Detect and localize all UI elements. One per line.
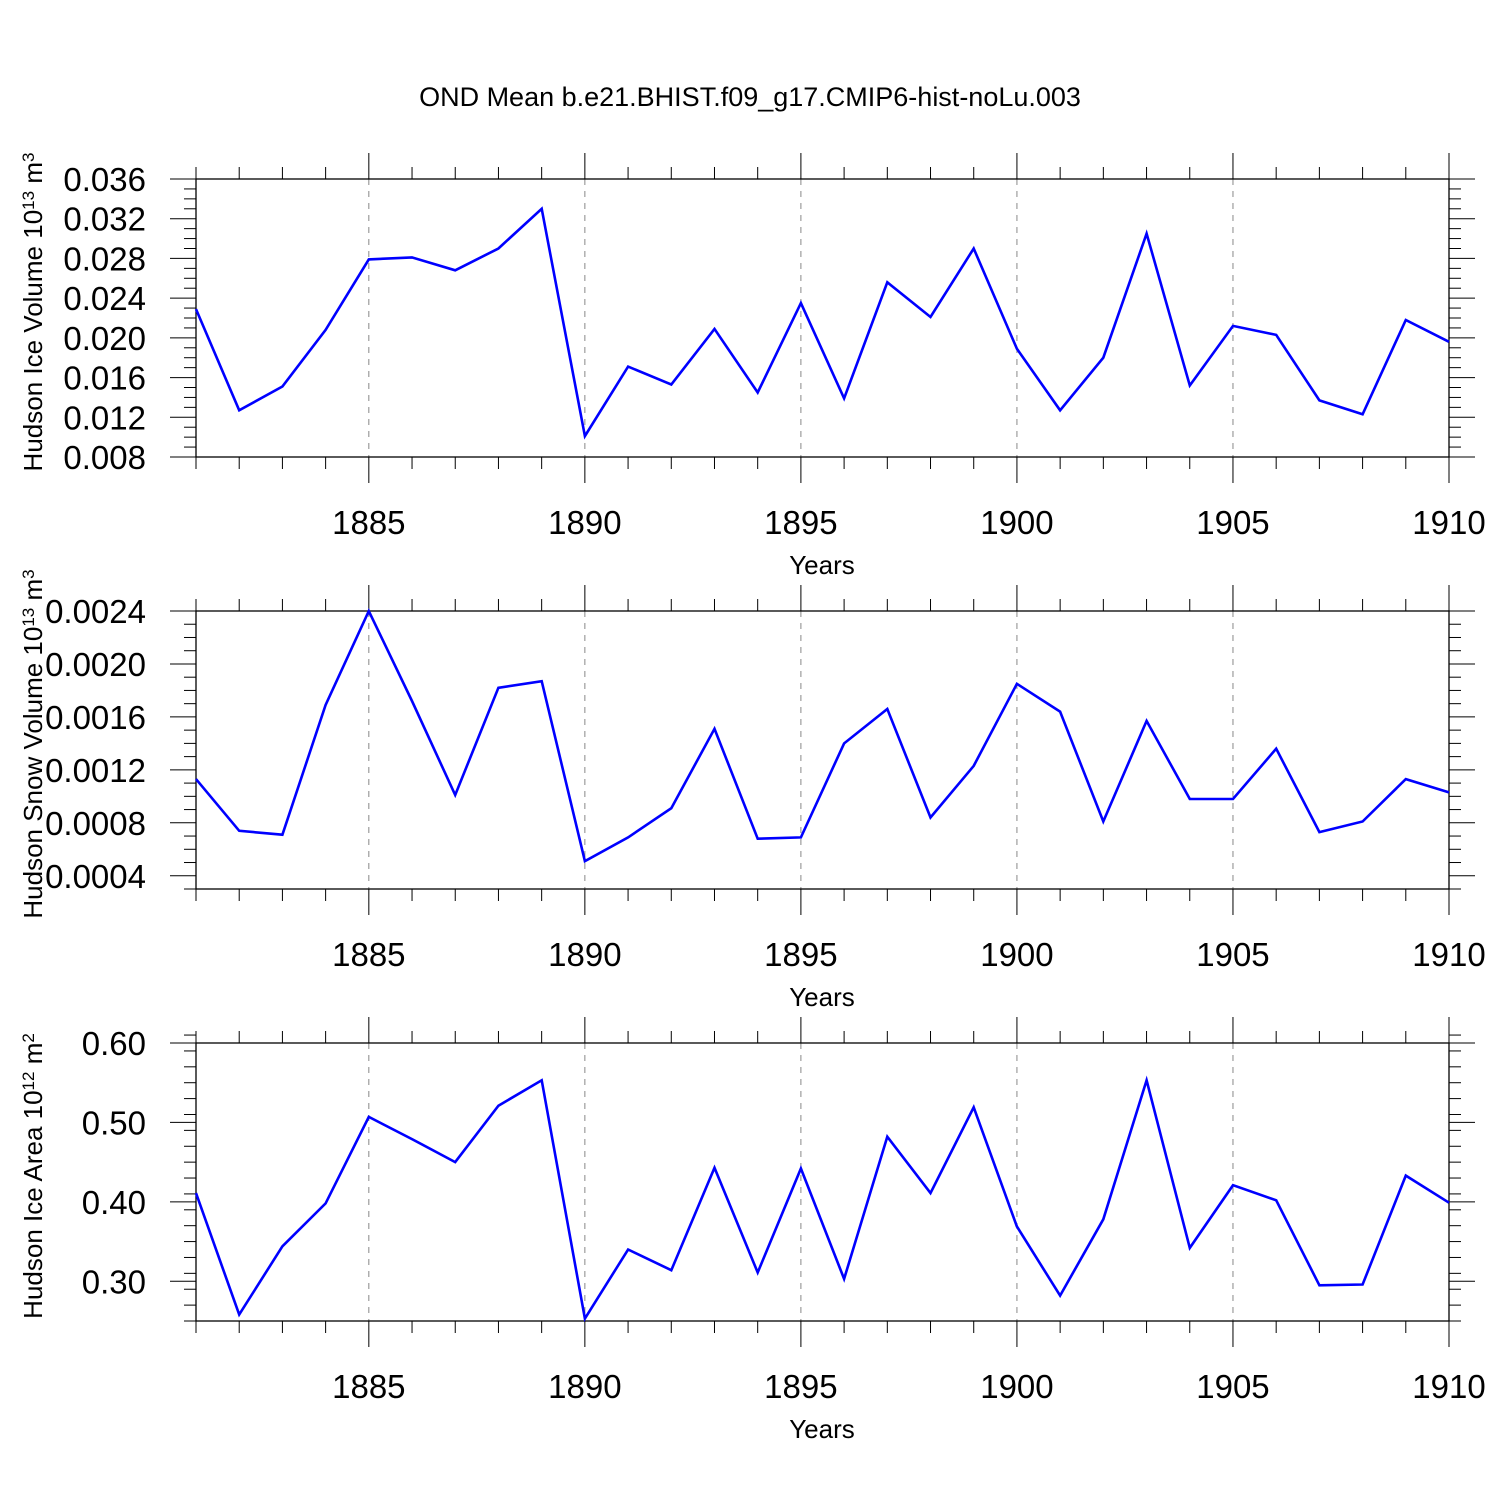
y-tick-label: 0.50 — [82, 1104, 146, 1141]
y-tick-label: 0.036 — [63, 161, 146, 198]
x-tick-label: 1905 — [1196, 504, 1269, 541]
x-tick-label: 1905 — [1196, 1368, 1269, 1405]
y-tick-label: 0.40 — [82, 1184, 146, 1221]
x-tick-label: 1885 — [332, 1368, 405, 1405]
y-axis-title-part: m — [18, 579, 48, 608]
y-axis-title: Hudson Ice Volume 1013 m3 — [18, 153, 48, 472]
y-axis-title-part: Hudson Snow Volume 10 — [18, 627, 48, 919]
x-tick-label: 1885 — [332, 936, 405, 973]
x-tick-label: 1910 — [1412, 1368, 1485, 1405]
x-tick-label: 1885 — [332, 504, 405, 541]
x-axis-title: Years — [789, 1414, 855, 1444]
x-tick-label: 1900 — [980, 504, 1053, 541]
x-tick-label: 1890 — [548, 936, 621, 973]
y-tick-label: 0.024 — [63, 280, 146, 317]
x-tick-label: 1895 — [764, 936, 837, 973]
x-tick-label: 1910 — [1412, 936, 1485, 973]
x-tick-label: 1910 — [1412, 504, 1485, 541]
y-axis-title-part: m — [18, 1043, 48, 1072]
y-tick-label: 0.0004 — [45, 858, 146, 895]
y-axis-title: Hudson Snow Volume 1013 m3 — [18, 569, 48, 918]
plot-frame — [195, 610, 1450, 890]
panel-1: 0.0080.0120.0160.0200.0240.0280.0320.036… — [18, 153, 1486, 580]
y-axis-title-superscript: 13 — [19, 191, 38, 210]
series-line — [195, 607, 1450, 864]
y-axis-title-superscript: 13 — [19, 608, 38, 627]
y-tick-label: 0.032 — [63, 201, 146, 238]
y-tick-label: 0.0016 — [45, 699, 146, 736]
y-tick-label: 0.016 — [63, 360, 146, 397]
y-axis-title-superscript: 3 — [19, 153, 38, 162]
x-tick-label: 1900 — [980, 1368, 1053, 1405]
plot-frame — [195, 1042, 1450, 1322]
y-tick-label: 0.0024 — [45, 593, 146, 630]
y-tick-label: 0.0020 — [45, 646, 146, 683]
y-tick-label: 0.0008 — [45, 805, 146, 842]
x-tick-label: 1895 — [764, 1368, 837, 1405]
y-axis-title-part: Hudson Ice Volume 10 — [18, 210, 48, 472]
x-tick-label: 1890 — [548, 1368, 621, 1405]
y-axis-title-part: Hudson Ice Area 10 — [18, 1090, 48, 1318]
panel-3: 0.30 0.40 0.50 0.60 1885 1890 1895 1900 1905 1910… — [18, 1017, 1486, 1444]
y-axis-title: Hudson Ice Area 1012 m2 — [18, 1033, 48, 1319]
y-tick-label: 0.0012 — [45, 752, 146, 789]
series-line — [194, 1075, 1450, 1323]
x-tick-label: 1895 — [764, 504, 837, 541]
series-line — [194, 206, 1450, 440]
x-axis-title: Years — [789, 550, 855, 580]
x-tick-label: 1905 — [1196, 936, 1269, 973]
y-tick-label: 0.012 — [63, 399, 146, 436]
y-tick-label: 0.60 — [82, 1025, 146, 1062]
y-axis-title-superscript: 3 — [19, 569, 38, 578]
chart-title: OND Mean b.e21.BHIST.f09_g17.CMIP6-hist-… — [419, 82, 1081, 112]
x-tick-label: 1900 — [980, 936, 1053, 973]
plot-frame — [195, 178, 1450, 458]
x-tick-label: 1890 — [548, 504, 621, 541]
y-tick-label: 0.30 — [82, 1263, 146, 1300]
panel-2: 0.0004 0.0008 0.0012 0.0016 0.0020 0.0024 1885… — [18, 569, 1486, 1012]
x-axis-title: Years — [789, 982, 855, 1012]
y-tick-label: 0.020 — [63, 320, 146, 357]
y-tick-label: 0.028 — [63, 240, 146, 277]
y-tick-label: 0.008 — [63, 439, 146, 476]
y-axis-title-part: m — [18, 162, 48, 191]
y-axis-title-superscript: 2 — [19, 1033, 38, 1042]
y-axis-title-superscript: 12 — [19, 1072, 38, 1091]
